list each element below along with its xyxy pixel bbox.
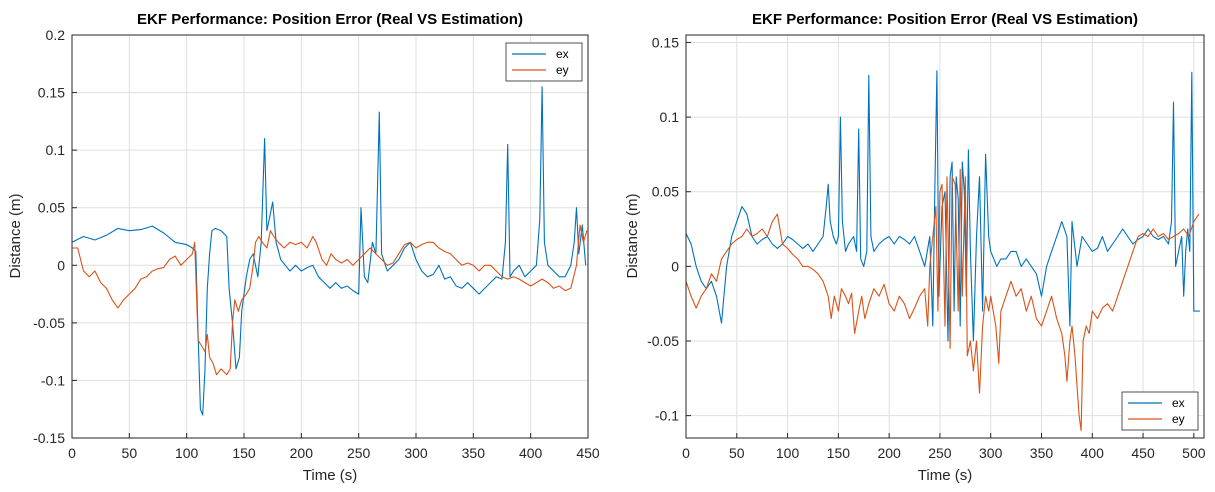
chart-left-xtick-label: 350 bbox=[462, 445, 486, 461]
chart-left-ytick-label: 0.05 bbox=[38, 200, 65, 216]
chart-right-xtick-label: 350 bbox=[1030, 445, 1054, 461]
chart-right-ylabel: Distance (m) bbox=[624, 193, 641, 278]
chart-right-legend-ex-label: ex bbox=[1172, 396, 1185, 410]
chart-right-xtick-label: 100 bbox=[776, 445, 800, 461]
chart-right-grid bbox=[685, 35, 1204, 438]
chart-right-xtick-label: 500 bbox=[1182, 445, 1206, 461]
chart-left-title: EKF Performance: Position Error (Real VS… bbox=[137, 11, 523, 28]
chart-left-xtick-label: 150 bbox=[232, 445, 256, 461]
chart-left-xtick-label: 100 bbox=[175, 445, 199, 461]
chart-left-ytick-label: 0.2 bbox=[46, 27, 66, 43]
chart-left-xtick-label: 300 bbox=[404, 445, 428, 461]
chart-left-series-ex-line bbox=[71, 86, 587, 416]
chart-right-ytick-label: 0.1 bbox=[660, 109, 680, 125]
chart-left-xtick-label: 400 bbox=[519, 445, 543, 461]
chart-right-xtick-label: 200 bbox=[877, 445, 901, 461]
chart-left-series bbox=[71, 86, 588, 416]
chart-right-ytick-label: 0 bbox=[671, 258, 679, 274]
chart-left-legend: ex ey bbox=[505, 42, 583, 82]
chart-left-xtick-label: 0 bbox=[68, 445, 76, 461]
chart-right-xtick-label: 50 bbox=[729, 445, 745, 461]
chart-right-legend: ex ey bbox=[1121, 391, 1199, 431]
chart-left: EKF Performance: Position Error (Real VS… bbox=[7, 11, 600, 484]
chart-right-ticks: 0 50 100 150 200 250 300 350 400 450 500 -0.1 -0.05 0… bbox=[647, 34, 1206, 461]
chart-right-xtick-label: 400 bbox=[1081, 445, 1105, 461]
chart-left-ytick-label: -0.05 bbox=[33, 315, 65, 331]
chart-right-legend-box bbox=[1121, 391, 1199, 431]
chart-left-xtick-label: 50 bbox=[122, 445, 138, 461]
chart-right-axes-box bbox=[685, 34, 1205, 439]
chart-left-ticks: 0 50 100 150 200 250 300 350 400 450 -0.15 -0.1 -0.0… bbox=[33, 27, 600, 461]
chart-left-ytick-label: 0 bbox=[57, 257, 65, 273]
chart-right-series-ey-line bbox=[685, 168, 1200, 432]
chart-right-xtick-label: 150 bbox=[827, 445, 851, 461]
chart-left-axes-box bbox=[71, 34, 589, 439]
chart-right-ytick-label: -0.1 bbox=[655, 408, 679, 424]
chart-right-ytick-label: -0.05 bbox=[647, 333, 679, 349]
chart-right: EKF Performance: Position Error (Real VS… bbox=[624, 11, 1206, 484]
chart-right-legend-ey-label: ey bbox=[1172, 412, 1185, 426]
chart-left-xtick-label: 450 bbox=[576, 445, 600, 461]
chart-left-ytick-label: -0.1 bbox=[41, 372, 65, 388]
chart-left-legend-box bbox=[505, 42, 583, 82]
chart-left-ylabel: Distance (m) bbox=[7, 193, 24, 278]
chart-right-series-ex-line bbox=[685, 70, 1200, 342]
chart-right-ytick-label: 0.05 bbox=[652, 184, 679, 200]
chart-left-xtick-label: 200 bbox=[290, 445, 314, 461]
chart-right-series bbox=[685, 70, 1200, 432]
chart-left-grid bbox=[71, 34, 589, 439]
chart-right-xtick-label: 300 bbox=[979, 445, 1003, 461]
chart-right-xtick-label: 250 bbox=[928, 445, 952, 461]
chart-left-xtick-label: 250 bbox=[347, 445, 371, 461]
chart-right-xlabel: Time (s) bbox=[918, 467, 972, 484]
chart-right-ytick-label: 0.15 bbox=[652, 34, 679, 50]
chart-left-legend-ex-label: ex bbox=[556, 47, 569, 61]
chart-left-ytick-label: 0.15 bbox=[38, 85, 65, 101]
chart-right-xtick-label: 0 bbox=[682, 445, 690, 461]
chart-left-ytick-label: -0.15 bbox=[33, 430, 65, 446]
chart-left-xlabel: Time (s) bbox=[303, 467, 357, 484]
chart-left-legend-ey-label: ey bbox=[556, 63, 569, 77]
chart-left-ytick-label: 0.1 bbox=[46, 142, 66, 158]
chart-right-title: EKF Performance: Position Error (Real VS… bbox=[752, 11, 1138, 28]
chart-left-series-ey-line bbox=[72, 224, 588, 376]
chart-right-xtick-label: 450 bbox=[1131, 445, 1155, 461]
